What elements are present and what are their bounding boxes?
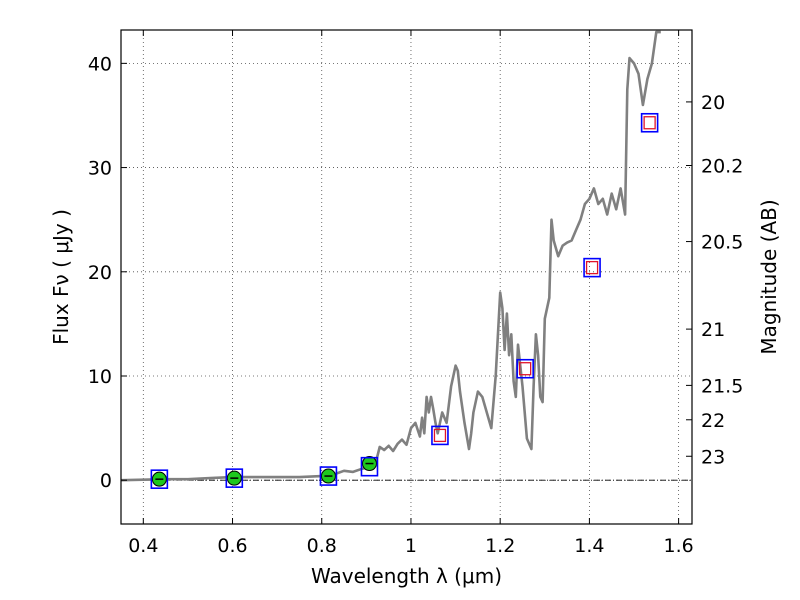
model-flux-square [640, 112, 659, 133]
x-tick-label: 0.8 [307, 535, 337, 557]
model-flux-square [431, 425, 449, 446]
y-tick-label: 40 [88, 53, 112, 75]
plot-frame [120, 29, 693, 525]
y2-tick-label: 20.2 [701, 155, 743, 177]
x-tick-label: 1.4 [574, 535, 604, 557]
nir-model-square [433, 428, 447, 443]
y2-tick-label: 21.5 [701, 375, 743, 397]
y-tick-label: 0 [100, 470, 112, 492]
x-tick-label: 1 [405, 535, 417, 557]
model-flux-square [150, 469, 169, 489]
y2-tick-label: 22 [701, 410, 725, 432]
model-flux-square [583, 257, 601, 278]
model-flux-square [516, 358, 534, 379]
y-tick-label: 30 [88, 158, 112, 180]
x-tick-label: 1.6 [664, 535, 694, 557]
y2-tick-label: 20 [701, 92, 725, 114]
y-tick-label: 20 [88, 262, 112, 284]
model-flux-square [360, 456, 379, 477]
x-tick-label: 0.6 [217, 535, 247, 557]
axis-ticks: 0.4 0.6 0.8 1 1.2 1.4 1.6 0 10 20 30 40 20 20.2 20.5 21… [88, 30, 743, 557]
y2-tick-label: 20.5 [701, 232, 743, 254]
y-axis-label: Flux Fν ( μJy ) [49, 209, 73, 345]
y-tick-label: 10 [88, 366, 112, 388]
y2-tick-label: 23 [701, 446, 725, 468]
grid [121, 30, 692, 524]
y2-tick-label: 21 [701, 319, 725, 341]
model-flux-square [225, 468, 244, 488]
y2-axis-label: Magnitude (AB) [757, 199, 781, 354]
model-spectrum-line [121, 30, 661, 482]
x-tick-label: 1.2 [485, 535, 515, 557]
data-series [121, 30, 661, 489]
model-flux-square [319, 466, 338, 486]
nir-model-square [519, 362, 532, 376]
nir-model-square [585, 260, 599, 275]
x-tick-label: 0.4 [128, 535, 158, 557]
x-axis-label: Wavelength λ (μm) [311, 564, 502, 588]
nir-model-square [643, 116, 656, 130]
